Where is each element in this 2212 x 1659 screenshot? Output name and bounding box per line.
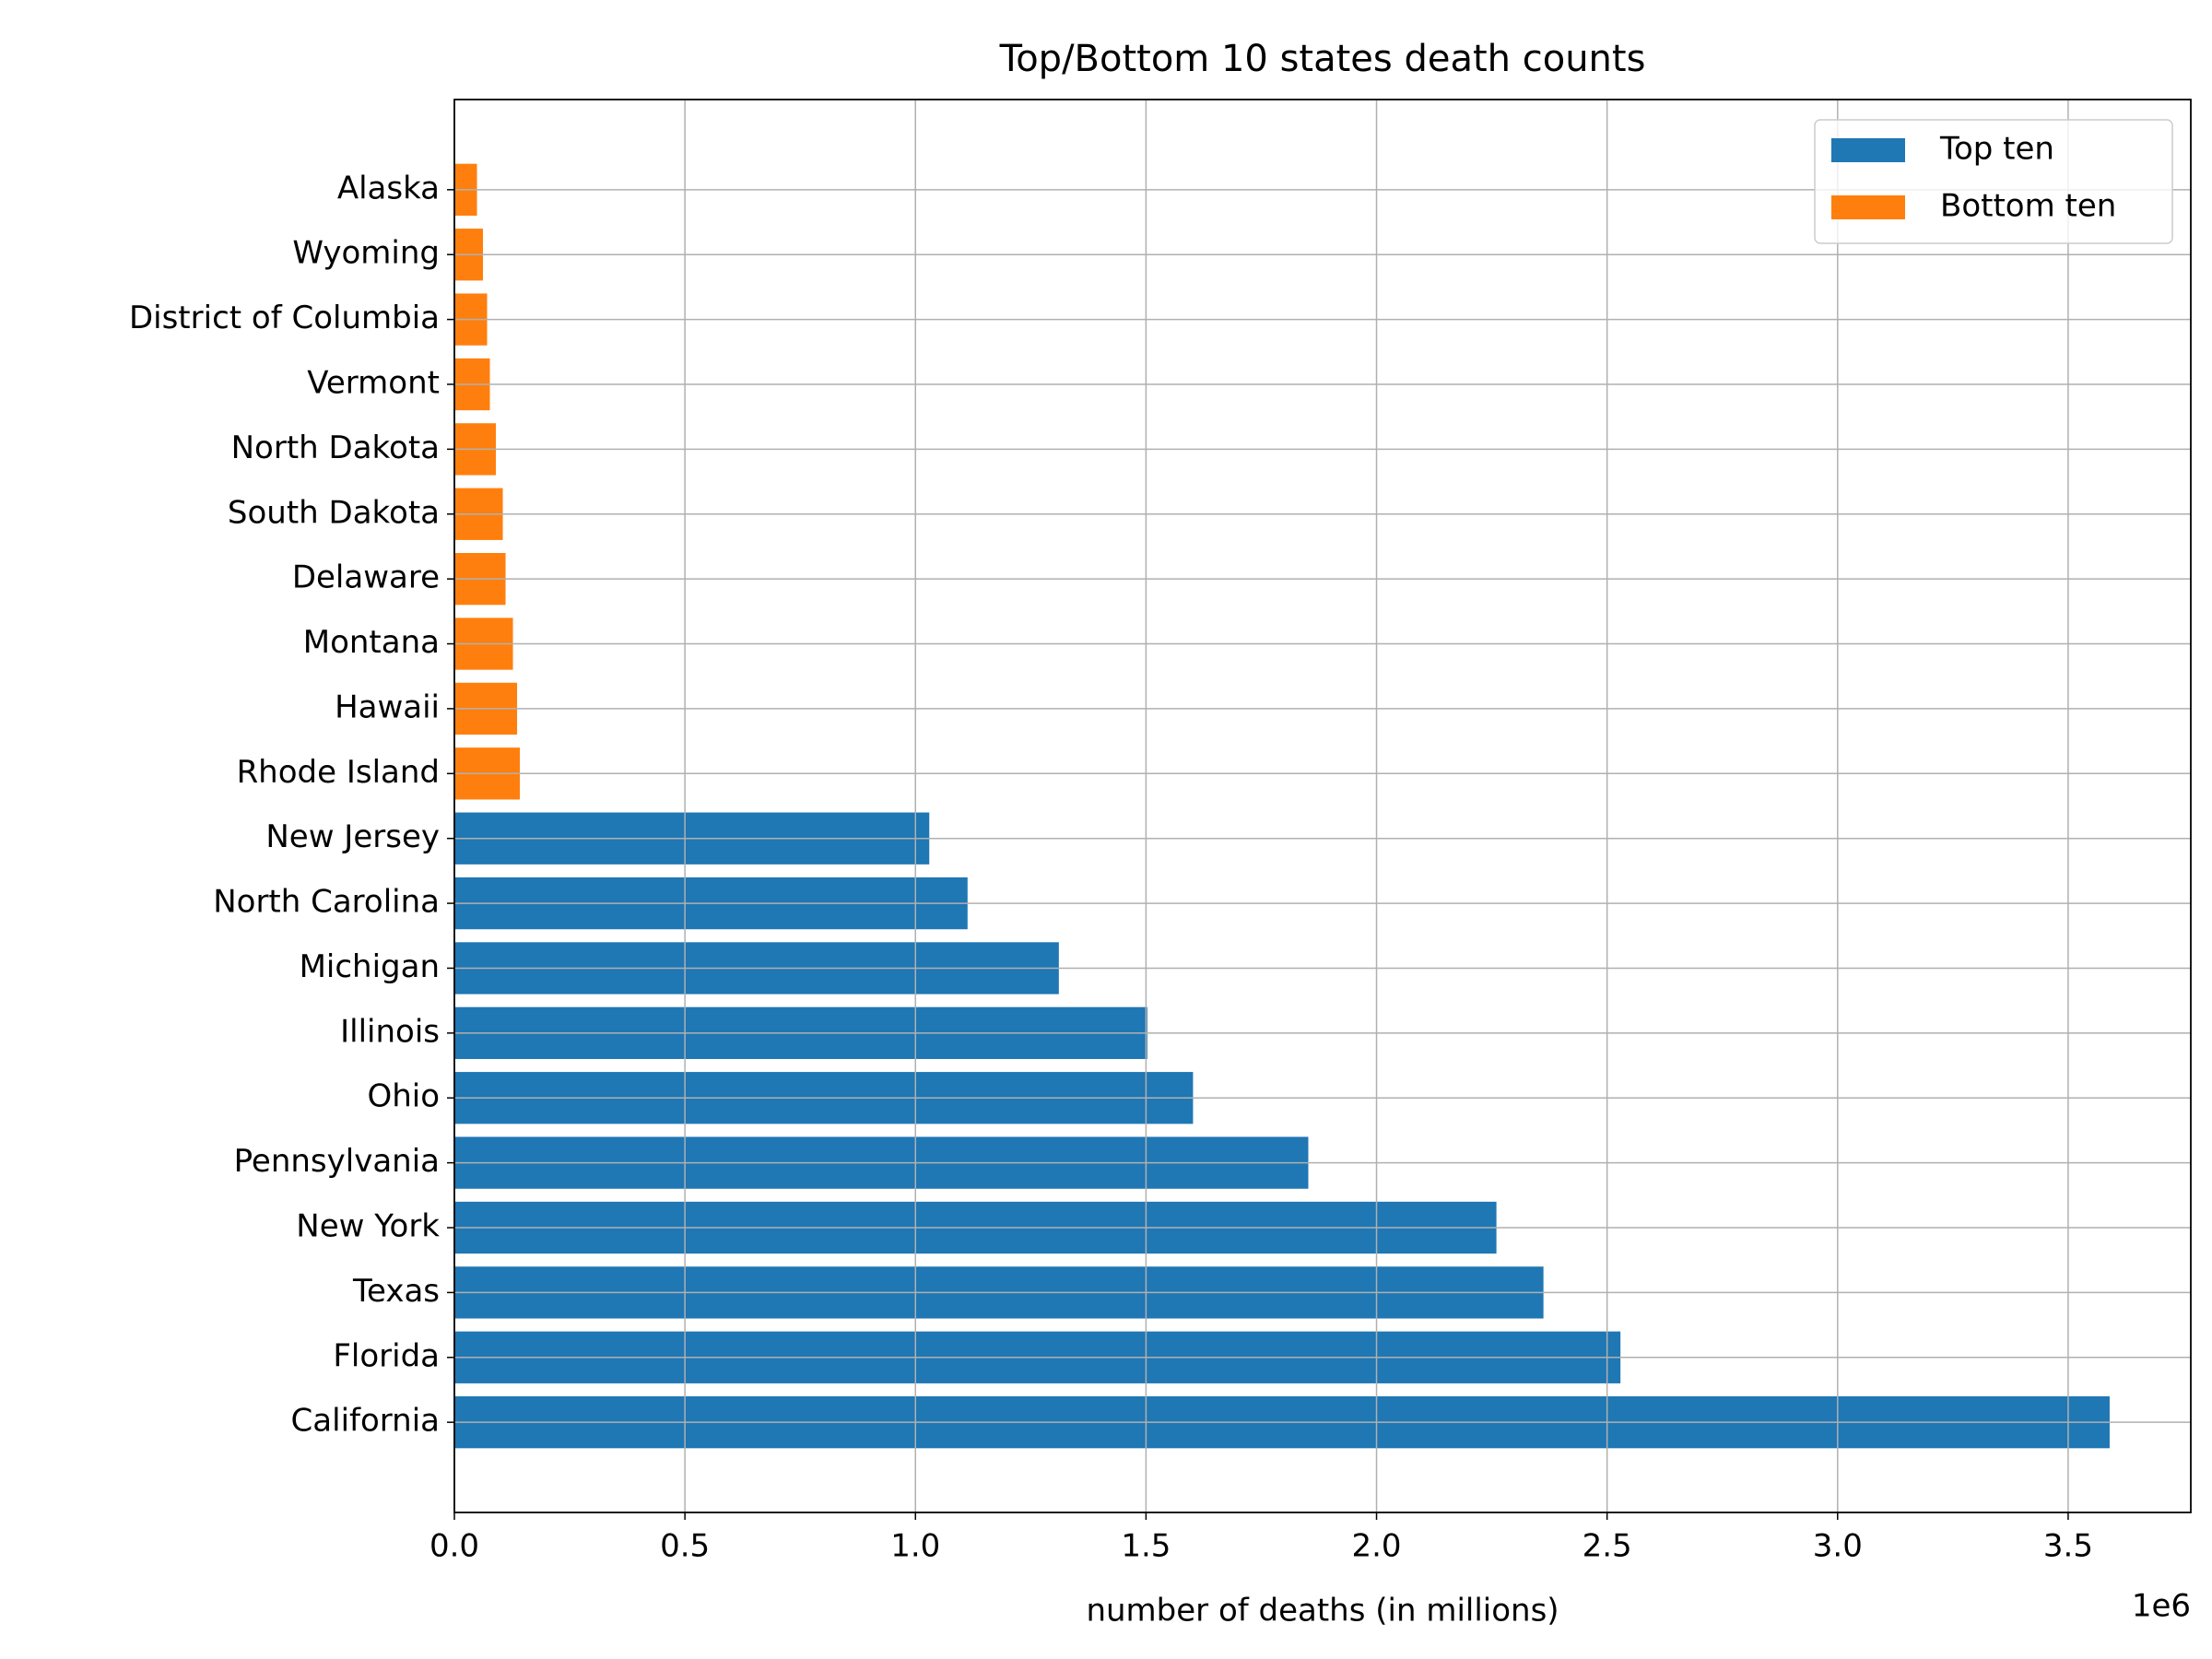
x-tick-label: 0.5	[660, 1528, 710, 1565]
x-tick-label: 2.5	[1583, 1528, 1632, 1565]
y-tick-label: Pennsylvania	[234, 1143, 440, 1180]
x-tick-label: 0.0	[429, 1528, 479, 1565]
chart-title: Top/Bottom 10 states death counts	[999, 38, 1646, 80]
y-tick-label: New York	[296, 1208, 440, 1245]
y-tick-label: North Carolina	[213, 884, 440, 921]
y-tick-label: California	[291, 1403, 440, 1440]
x-tick-label: 3.0	[1813, 1528, 1863, 1565]
x-tick-label: 1.5	[1121, 1528, 1171, 1565]
y-tick-label: Alaska	[337, 170, 440, 206]
legend: Top ten Bottom ten	[1814, 119, 2173, 244]
x-offset-label: 1e6	[2132, 1588, 2191, 1625]
x-tick-label: 3.5	[2043, 1528, 2093, 1565]
legend-swatch	[1831, 195, 1905, 219]
x-tick-label: 1.0	[890, 1528, 940, 1565]
y-tick-label: Hawaii	[335, 688, 440, 725]
y-tick-label: District of Columbia	[129, 300, 440, 336]
y-tick-label: Illinois	[340, 1013, 440, 1050]
y-tick-label: Rhode Island	[237, 754, 440, 791]
x-axis-label: number of deaths (in millions)	[1086, 1593, 1559, 1630]
y-tick-label: New Jersey	[265, 818, 440, 855]
y-tick-label: Montana	[303, 624, 440, 661]
legend-swatch	[1831, 138, 1905, 162]
y-tick-label: Texas	[352, 1273, 440, 1310]
y-tick-label: Florida	[333, 1337, 440, 1374]
y-tick-label: Ohio	[367, 1078, 440, 1115]
y-tick-label: Vermont	[307, 364, 440, 401]
y-tick-label: Wyoming	[292, 235, 440, 272]
legend-label: Top ten	[1939, 131, 2054, 168]
legend-label: Bottom ten	[1940, 188, 2116, 225]
y-tick-label: Michigan	[300, 948, 440, 985]
y-tick-label: South Dakota	[228, 494, 440, 531]
x-tick-label: 2.0	[1351, 1528, 1401, 1565]
plot-frame	[453, 99, 2192, 1513]
y-tick-label: North Dakota	[231, 429, 440, 466]
y-tick-label: Delaware	[292, 559, 440, 596]
